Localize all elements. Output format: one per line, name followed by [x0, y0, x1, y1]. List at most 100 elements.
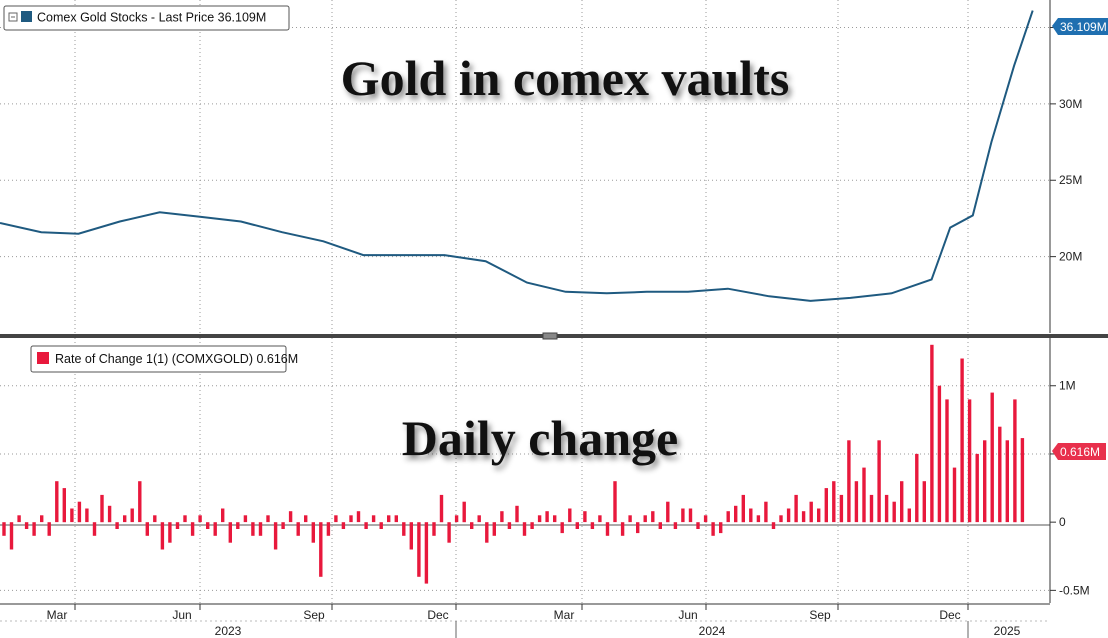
- x-year-label: 2024: [699, 624, 726, 638]
- roc-bar: [55, 481, 59, 523]
- roc-bar: [575, 522, 579, 529]
- roc-bar: [1005, 440, 1009, 523]
- roc-bar: [975, 453, 979, 523]
- roc-bar: [809, 501, 813, 523]
- roc-bar: [296, 522, 300, 536]
- top-headline: Gold in comex vaults: [341, 50, 790, 106]
- x-month-label: Sep: [303, 608, 325, 622]
- roc-bar: [183, 515, 187, 523]
- roc-bar: [236, 522, 240, 529]
- roc-bar: [817, 508, 821, 523]
- roc-bar: [749, 508, 753, 523]
- roc-bar: [598, 515, 602, 523]
- roc-bar: [32, 522, 36, 536]
- roc-bar: [281, 522, 285, 529]
- panel-divider-handle[interactable]: [542, 332, 558, 340]
- bottom-legend[interactable]: Rate of Change 1(1) (COMXGOLD) 0.616M: [30, 345, 298, 373]
- roc-bar: [394, 515, 398, 523]
- roc-bar: [228, 522, 232, 543]
- roc-bar: [17, 515, 21, 523]
- top-last-value-tag: 36.109M: [1052, 18, 1108, 35]
- top-y-tick-label: 30M: [1059, 97, 1082, 111]
- roc-bar: [409, 522, 413, 550]
- roc-bar: [266, 515, 270, 523]
- roc-bar: [70, 508, 74, 523]
- roc-bar: [311, 522, 315, 543]
- roc-bar: [877, 440, 881, 523]
- roc-bar: [847, 440, 851, 523]
- roc-bar: [945, 399, 949, 523]
- roc-bar: [85, 508, 89, 523]
- roc-bar: [545, 511, 549, 523]
- roc-bar: [583, 511, 587, 523]
- top-gridlines: [0, 26, 1050, 258]
- x-month-label: Mar: [47, 608, 68, 622]
- top-y-ticks: 20M25M30M35M: [1050, 20, 1082, 264]
- roc-bar: [892, 501, 896, 523]
- roc-bar: [967, 399, 972, 523]
- roc-bar: [703, 515, 708, 523]
- roc-bar: [447, 522, 451, 543]
- roc-bar: [258, 522, 263, 536]
- roc-bar: [138, 481, 142, 523]
- roc-bar: [960, 358, 964, 523]
- svg-text:0.616M: 0.616M: [1060, 445, 1100, 459]
- roc-bar: [530, 522, 534, 529]
- x-year-labels: 2023 2024 2025: [215, 624, 1021, 638]
- roc-bar: [628, 515, 632, 523]
- roc-bar: [92, 522, 97, 536]
- top-plot-area: [0, 0, 1050, 333]
- top-legend[interactable]: Comex Gold Stocks - Last Price 36.109M: [3, 5, 290, 31]
- roc-bar: [77, 501, 82, 523]
- roc-bar: [198, 515, 202, 523]
- roc-bar: [507, 522, 512, 529]
- roc-bar: [666, 501, 670, 523]
- roc-bar: [515, 505, 519, 523]
- roc-bar: [839, 494, 844, 523]
- bottom-legend-label: Rate of Change 1(1) (COMXGOLD) 0.616M: [55, 352, 298, 366]
- roc-bar: [636, 522, 640, 534]
- roc-bar: [1020, 438, 1025, 523]
- roc-bar: [387, 515, 391, 523]
- roc-bar: [273, 522, 278, 550]
- roc-bar: [907, 508, 911, 523]
- roc-bar: [568, 508, 572, 523]
- roc-bar: [371, 515, 376, 523]
- roc-bar: [900, 481, 904, 523]
- roc-bar: [794, 494, 798, 523]
- roc-bar: [304, 515, 308, 523]
- roc-bar: [341, 522, 346, 529]
- x-month-label: Jun: [678, 608, 697, 622]
- roc-bar: [175, 522, 180, 529]
- roc-bar: [349, 515, 353, 523]
- roc-bar: [100, 494, 104, 523]
- roc-bar: [206, 522, 210, 529]
- roc-bar: [613, 481, 617, 523]
- top-panel: 20M25M30M35M Comex Gold Stocks - Last Pr…: [0, 0, 1108, 333]
- roc-bar: [492, 522, 496, 536]
- x-year-label: 2023: [215, 624, 242, 638]
- roc-bar: [130, 508, 134, 523]
- roc-bar: [243, 515, 248, 523]
- roc-bar: [884, 494, 889, 523]
- roc-bar: [719, 522, 723, 534]
- roc-bar: [522, 522, 527, 536]
- roc-bar: [590, 522, 595, 529]
- roc-bar: [681, 508, 685, 523]
- roc-bar: [454, 515, 459, 523]
- roc-bar: [424, 522, 429, 584]
- roc-bar: [190, 522, 195, 536]
- roc-bar: [168, 522, 172, 543]
- roc-bar: [123, 515, 127, 523]
- roc-bar: [2, 522, 6, 536]
- roc-bar: [779, 515, 783, 523]
- roc-bar: [402, 522, 406, 536]
- roc-bar: [251, 522, 255, 536]
- gold-stocks-line: [0, 10, 1034, 302]
- roc-bar: [379, 522, 383, 529]
- bottom-last-value-tag: 0.616M: [1052, 443, 1106, 460]
- roc-bar: [771, 522, 776, 529]
- roc-bar: [334, 515, 338, 523]
- x-month-label: Sep: [809, 608, 831, 622]
